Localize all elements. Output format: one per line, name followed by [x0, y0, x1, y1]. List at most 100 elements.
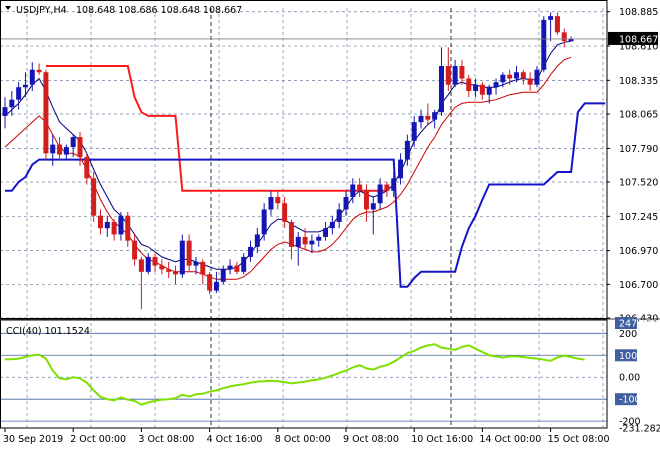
candle — [200, 259, 206, 285]
time-tick-label: 14 Oct 00:00 — [479, 434, 541, 445]
cci-tick-label: -100 — [615, 393, 641, 406]
time-tick-label: 3 Oct 08:00 — [138, 434, 194, 445]
candle — [227, 259, 233, 275]
candle — [384, 182, 390, 197]
candle — [138, 256, 144, 310]
candle — [261, 203, 267, 241]
price-tick-label: 107.790 — [619, 144, 658, 155]
candles — [0, 12, 607, 310]
candle — [2, 97, 8, 129]
candle — [248, 240, 254, 262]
candle — [425, 103, 431, 125]
candle — [295, 231, 301, 266]
candle — [132, 234, 138, 266]
candle — [514, 66, 519, 83]
candle — [22, 72, 28, 98]
cci-min-label: -231.2826 — [619, 424, 660, 435]
current-price-badge: 108.667 — [608, 31, 658, 45]
price-tick-label: 108.335 — [619, 76, 658, 87]
candle — [479, 82, 485, 100]
candle — [466, 74, 472, 98]
svg-text:108.667: 108.667 — [619, 34, 658, 45]
candle — [50, 134, 56, 166]
candle — [459, 59, 465, 85]
slow-ma-line — [4, 56, 572, 280]
symbol-label: USDJPY,H4 — [16, 5, 67, 16]
candle — [16, 82, 22, 110]
price-tick-label: 106.430 — [619, 314, 658, 325]
fast-ma-line — [4, 40, 572, 270]
price-tick-label: 106.700 — [619, 280, 658, 291]
cci-tick-label: 0.00 — [619, 373, 640, 384]
candle — [507, 69, 513, 85]
candle — [404, 134, 410, 166]
cci-tick-label: 247.0422 — [615, 317, 660, 330]
upper-band-line — [45, 65, 387, 192]
price-tick-label: 108.885 — [619, 7, 658, 18]
candle — [152, 253, 158, 272]
candle — [282, 196, 288, 229]
time-tick-label: 30 Sep 2019 — [3, 434, 63, 445]
candle — [179, 234, 185, 279]
candle — [370, 196, 376, 235]
candle — [145, 253, 151, 275]
svg-text:247.0422: 247.0422 — [619, 319, 660, 330]
candle — [418, 109, 424, 129]
time-tick-label: 4 Oct 16:00 — [207, 434, 263, 445]
time-tick-label: 15 Oct 08:00 — [548, 434, 610, 445]
cci-tick-label: 200 — [619, 329, 637, 340]
candle — [173, 265, 178, 285]
candle — [452, 59, 458, 88]
candle — [357, 178, 363, 197]
candle — [323, 221, 329, 241]
candle — [104, 215, 110, 237]
time-axis: 30 Sep 2019 2 Oct 00:00 3 Oct 08:00 4 Oct 1… — [3, 428, 610, 445]
cci-line — [5, 343, 585, 406]
channel-bands — [5, 65, 606, 288]
candle — [125, 211, 131, 247]
candle — [57, 137, 63, 160]
candle — [193, 256, 199, 275]
svg-text:200: 200 — [619, 329, 637, 340]
candle — [350, 178, 356, 204]
candle — [159, 259, 165, 275]
price-tick-label: 107.520 — [619, 178, 658, 189]
candle — [241, 253, 247, 275]
candle — [527, 72, 533, 91]
candle — [363, 184, 369, 222]
candle — [63, 144, 69, 160]
cci-tick-label: -200 — [619, 417, 641, 428]
time-tick-label: 9 Oct 08:00 — [343, 434, 399, 445]
cci-tick-label: 100 — [615, 349, 637, 362]
candle — [70, 134, 76, 158]
svg-text:100: 100 — [619, 351, 637, 362]
candle — [207, 271, 213, 295]
candle — [548, 12, 554, 42]
candle — [36, 63, 42, 75]
cci-series — [5, 343, 585, 406]
candle — [473, 78, 479, 98]
candle — [411, 115, 417, 148]
candle — [9, 90, 15, 116]
grid — [0, 8, 607, 428]
candle — [43, 69, 49, 160]
candle — [29, 62, 35, 91]
candle — [77, 132, 83, 166]
candle — [343, 190, 349, 216]
candle — [309, 234, 315, 254]
candle — [166, 261, 172, 279]
time-tick-label: 2 Oct 00:00 — [70, 434, 126, 445]
candle — [493, 78, 499, 95]
price-axis: 108.885 108.610 108.335 108.065 107.790 107.5… — [607, 7, 660, 435]
candle — [302, 228, 308, 250]
candle — [213, 271, 219, 294]
dropdown-triangle-icon[interactable] — [5, 6, 11, 10]
candle — [554, 12, 560, 35]
candle — [84, 153, 90, 185]
price-tick-label: 107.245 — [619, 212, 658, 223]
candle — [520, 69, 526, 85]
candle — [486, 84, 492, 104]
svg-text:0.00: 0.00 — [619, 373, 640, 384]
candle — [432, 109, 438, 129]
